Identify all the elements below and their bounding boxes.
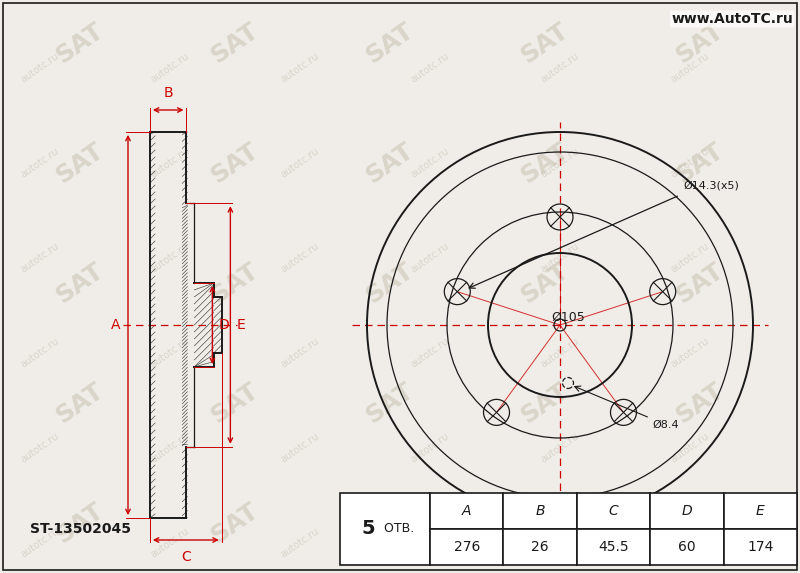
Text: SAT: SAT	[52, 258, 108, 308]
Text: autotc.ru: autotc.ru	[409, 241, 451, 275]
Text: SAT: SAT	[672, 18, 728, 68]
Text: autotc.ru: autotc.ru	[19, 336, 61, 370]
Text: Ø8.4: Ø8.4	[652, 420, 678, 430]
Text: autotc.ru: autotc.ru	[539, 336, 581, 370]
Text: autotc.ru: autotc.ru	[149, 431, 191, 465]
Text: autotc.ru: autotc.ru	[149, 526, 191, 560]
Bar	[340, 493, 430, 565]
Text: ОТВ.: ОТВ.	[380, 523, 414, 536]
Text: SAT: SAT	[672, 258, 728, 308]
Bar	[503, 493, 577, 529]
Text: 5: 5	[362, 520, 375, 539]
Text: autotc.ru: autotc.ru	[409, 51, 451, 85]
Bar	[650, 529, 724, 565]
Text: autotc.ru: autotc.ru	[279, 431, 321, 465]
Text: Ø105: Ø105	[551, 311, 585, 324]
Text: SAT: SAT	[362, 258, 418, 308]
Text: SAT: SAT	[206, 138, 263, 188]
Text: autotc.ru: autotc.ru	[19, 241, 61, 275]
Text: autotc.ru: autotc.ru	[19, 146, 61, 180]
Text: E: E	[756, 504, 765, 518]
Text: SAT: SAT	[517, 378, 574, 428]
Text: A: A	[462, 504, 471, 518]
Text: autotc.ru: autotc.ru	[539, 431, 581, 465]
Text: SAT: SAT	[52, 138, 108, 188]
Text: 174: 174	[747, 540, 774, 554]
Text: autotc.ru: autotc.ru	[409, 146, 451, 180]
Bar	[724, 529, 797, 565]
Bar	[430, 529, 503, 565]
Text: C: C	[609, 504, 618, 518]
Text: autotc.ru: autotc.ru	[669, 431, 711, 465]
Text: autotc.ru: autotc.ru	[279, 241, 321, 275]
Text: autotc.ru: autotc.ru	[149, 146, 191, 180]
Text: SAT: SAT	[52, 498, 108, 548]
Text: B: B	[163, 86, 173, 100]
Text: SAT: SAT	[52, 378, 108, 428]
Text: B: B	[535, 504, 545, 518]
Text: autotc.ru: autotc.ru	[539, 146, 581, 180]
Bar	[577, 493, 650, 529]
Text: 60: 60	[678, 540, 696, 554]
Text: SAT: SAT	[362, 138, 418, 188]
Text: SAT: SAT	[206, 378, 263, 428]
Text: autotc.ru: autotc.ru	[149, 51, 191, 85]
Text: autotc.ru: autotc.ru	[539, 526, 581, 560]
Text: autotc.ru: autotc.ru	[19, 526, 61, 560]
Text: autotc.ru: autotc.ru	[279, 336, 321, 370]
Text: SAT: SAT	[362, 378, 418, 428]
Text: autotc.ru: autotc.ru	[669, 336, 711, 370]
Text: SAT: SAT	[517, 18, 574, 68]
Text: SAT: SAT	[517, 258, 574, 308]
Bar	[577, 529, 650, 565]
Text: C: C	[181, 550, 190, 564]
Text: autotc.ru: autotc.ru	[669, 241, 711, 275]
Text: SAT: SAT	[52, 18, 108, 68]
Text: autotc.ru: autotc.ru	[409, 526, 451, 560]
Text: www.AutoTC.ru: www.AutoTC.ru	[671, 12, 793, 26]
Text: D: D	[218, 318, 229, 332]
Text: ST-13502045: ST-13502045	[30, 522, 131, 536]
Text: autotc.ru: autotc.ru	[149, 241, 191, 275]
Text: autotc.ru: autotc.ru	[539, 241, 581, 275]
Text: SAT: SAT	[362, 18, 418, 68]
Text: autotc.ru: autotc.ru	[409, 431, 451, 465]
Bar	[724, 493, 797, 529]
Text: autotc.ru: autotc.ru	[19, 431, 61, 465]
Text: A: A	[110, 318, 120, 332]
Text: SAT: SAT	[517, 498, 574, 548]
Text: D: D	[682, 504, 692, 518]
Bar	[430, 493, 503, 529]
Text: autotc.ru: autotc.ru	[279, 51, 321, 85]
Text: SAT: SAT	[206, 258, 263, 308]
Bar	[650, 493, 724, 529]
Text: autotc.ru: autotc.ru	[669, 526, 711, 560]
Text: autotc.ru: autotc.ru	[149, 336, 191, 370]
Text: autotc.ru: autotc.ru	[669, 51, 711, 85]
Text: SAT: SAT	[206, 18, 263, 68]
Text: 276: 276	[454, 540, 480, 554]
Text: autotc.ru: autotc.ru	[539, 51, 581, 85]
Text: SAT: SAT	[672, 378, 728, 428]
Text: SAT: SAT	[362, 498, 418, 548]
Text: autotc.ru: autotc.ru	[279, 526, 321, 560]
Text: autotc.ru: autotc.ru	[409, 336, 451, 370]
Text: SAT: SAT	[206, 498, 263, 548]
Text: autotc.ru: autotc.ru	[279, 146, 321, 180]
Text: SAT: SAT	[672, 138, 728, 188]
Text: autotc.ru: autotc.ru	[669, 146, 711, 180]
Text: 45.5: 45.5	[598, 540, 629, 554]
Text: E: E	[236, 318, 245, 332]
Text: SAT: SAT	[672, 498, 728, 548]
Text: 26: 26	[531, 540, 549, 554]
Text: autotc.ru: autotc.ru	[19, 51, 61, 85]
Text: Ø14.3(x5): Ø14.3(x5)	[683, 181, 739, 191]
Bar	[503, 529, 577, 565]
Text: SAT: SAT	[517, 138, 574, 188]
